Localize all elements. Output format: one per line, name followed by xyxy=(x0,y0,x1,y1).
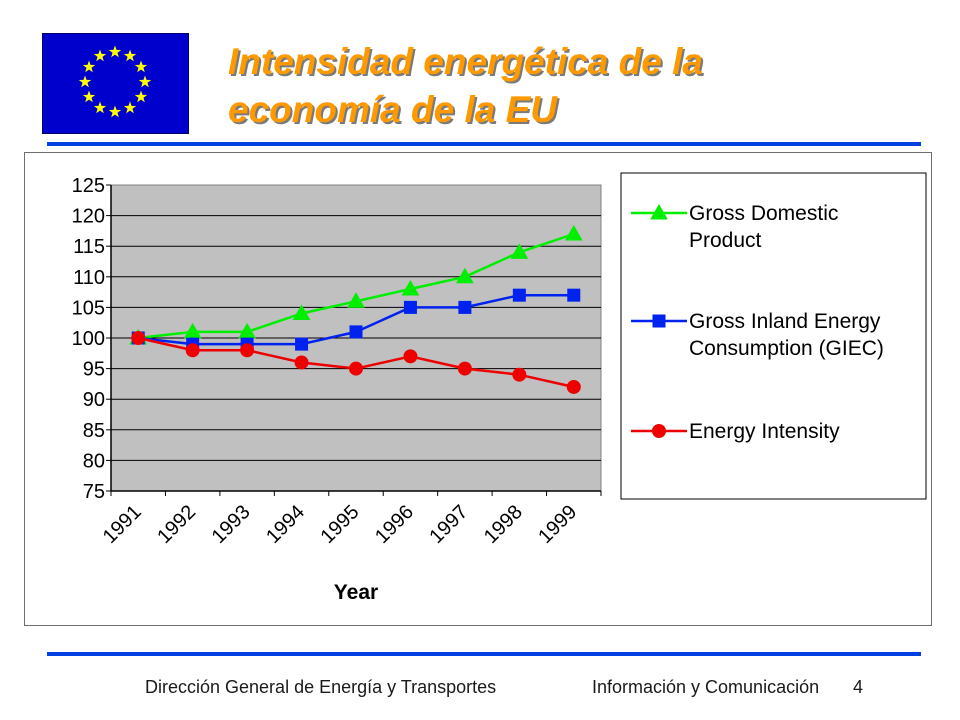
data-point xyxy=(295,337,309,351)
flag-star xyxy=(134,90,148,103)
data-point xyxy=(294,355,309,370)
data-point xyxy=(566,379,581,394)
grid-lines xyxy=(111,215,601,461)
page-number: 4 xyxy=(853,677,864,697)
data-point xyxy=(564,224,583,241)
x-tick-label: 1994 xyxy=(262,501,309,548)
data-point xyxy=(131,331,146,345)
series-circle xyxy=(131,331,581,394)
title-line-2: economía de la EU xyxy=(228,89,557,130)
series-square xyxy=(131,288,581,351)
y-tick-label: 120 xyxy=(72,206,105,228)
legend-entry: Energy Intensity xyxy=(631,420,840,443)
data-point xyxy=(185,343,200,358)
footer-section: Información y Comunicación xyxy=(592,677,820,697)
legend: Gross Domestic Product Gross Inland Energy… xyxy=(631,202,884,443)
legend-label: Gross Inland Energy xyxy=(689,310,881,333)
flag-star xyxy=(123,101,137,114)
flag-star xyxy=(93,101,107,114)
legend-entry: Gross Domestic Product xyxy=(631,202,838,252)
flag-star xyxy=(78,75,92,88)
x-tick-label: 1999 xyxy=(534,501,581,548)
legend-label: Energy Intensity xyxy=(689,420,840,443)
y-tick-label: 125 xyxy=(72,175,105,197)
eu-flag-icon xyxy=(42,33,189,134)
data-point xyxy=(292,304,311,321)
y-tick-label: 75 xyxy=(83,481,105,503)
data-point xyxy=(456,267,474,284)
legend-box xyxy=(620,172,927,500)
flag-star xyxy=(82,90,96,103)
legend-marker xyxy=(652,424,666,438)
y-tick-label: 110 xyxy=(73,267,105,289)
data-point xyxy=(567,288,581,302)
data-point xyxy=(349,361,363,376)
x-tick-label: 1993 xyxy=(208,501,255,548)
flag-star xyxy=(138,75,152,88)
title-line-1: Intensidad energética de la xyxy=(228,41,703,82)
legend-label: Gross Domestic xyxy=(689,202,838,225)
legend-label: Consumption (GIEC) xyxy=(689,337,884,360)
flag-star xyxy=(123,49,137,62)
data-point xyxy=(403,349,418,364)
top-divider xyxy=(47,142,921,146)
data-point xyxy=(458,300,472,314)
data-point xyxy=(512,288,526,302)
flag-star xyxy=(108,105,122,118)
page-title: Intensidad energética de la economía de … xyxy=(228,38,703,134)
x-tick-label: 1992 xyxy=(153,501,200,548)
data-point xyxy=(510,243,529,259)
footer-organization: Dirección General de Energía y Transport… xyxy=(145,677,497,697)
y-axis-ticks: 75 80 85 90 95 100 105 110 115 120 125 xyxy=(72,175,111,503)
data-point xyxy=(349,325,363,339)
legend-label: Product xyxy=(689,229,762,252)
x-axis-title: Year xyxy=(334,581,378,604)
y-tick-label: 90 xyxy=(83,389,105,411)
flag-star xyxy=(82,60,96,73)
x-tick-label: 1998 xyxy=(480,501,527,548)
y-tick-label: 80 xyxy=(83,450,105,472)
legend-marker xyxy=(652,314,666,328)
legend-marker xyxy=(650,203,668,220)
data-point xyxy=(347,292,365,308)
legend-entry: Gross Inland Energy Consumption (GIEC) xyxy=(631,310,884,360)
bottom-divider xyxy=(47,652,921,656)
y-tick-label: 115 xyxy=(73,236,105,258)
data-point xyxy=(457,361,472,376)
data-point xyxy=(512,367,527,382)
x-tick-label: 1996 xyxy=(371,501,418,548)
y-tick-label: 85 xyxy=(83,420,105,442)
series-group xyxy=(129,224,583,394)
flag-star xyxy=(134,60,148,73)
x-tick-label: 1997 xyxy=(425,501,472,548)
chart-frame: 75 80 85 90 95 100 105 110 115 120 125 1991 1992 199… xyxy=(24,152,932,626)
data-point xyxy=(240,343,255,358)
x-axis-ticks: 1991 1992 1993 1994 1995 1996 1997 1998 1999 xyxy=(99,491,602,548)
y-tick-label: 95 xyxy=(83,359,105,381)
flag-star xyxy=(93,49,107,62)
x-tick-label: 1995 xyxy=(317,501,364,548)
flag-star xyxy=(108,45,122,58)
data-point xyxy=(401,280,420,296)
x-tick-label: 1991 xyxy=(99,501,146,548)
y-tick-label: 105 xyxy=(72,297,105,319)
y-tick-label: 100 xyxy=(72,328,105,350)
data-point xyxy=(403,300,417,314)
